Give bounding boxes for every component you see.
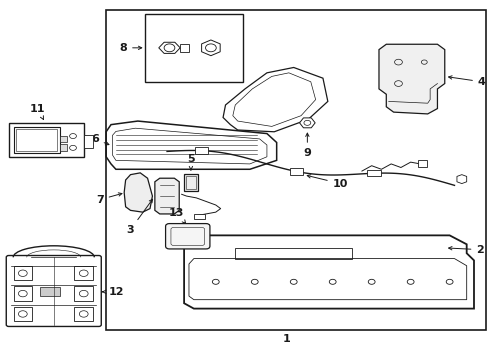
Text: 9: 9 [303, 133, 311, 158]
Bar [74, 307, 93, 321]
Bar [184, 174, 198, 191]
Bar [14, 287, 32, 301]
Text: 11: 11 [30, 104, 46, 120]
Bar [186, 176, 196, 189]
Text: 2: 2 [449, 245, 484, 255]
Bar [74, 287, 93, 301]
Polygon shape [457, 175, 466, 184]
Text: 8: 8 [120, 43, 142, 53]
Bar [194, 214, 204, 219]
Bar [16, 129, 57, 152]
Polygon shape [124, 173, 152, 212]
Polygon shape [201, 40, 220, 56]
Bar [106, 10, 486, 330]
Bar [14, 266, 32, 280]
FancyBboxPatch shape [166, 224, 210, 249]
Text: 10: 10 [307, 175, 348, 189]
Polygon shape [155, 178, 179, 214]
Bar [9, 123, 84, 157]
Bar [14, 307, 32, 321]
Bar [145, 14, 243, 82]
Bar [14, 127, 60, 153]
Bar [367, 170, 381, 176]
Bar [60, 136, 67, 142]
Polygon shape [159, 42, 180, 53]
Bar [60, 144, 67, 151]
Text: 5: 5 [187, 154, 195, 170]
Polygon shape [299, 118, 315, 128]
Bar [290, 168, 303, 175]
Bar [74, 266, 93, 280]
Text: 12: 12 [102, 287, 124, 297]
Bar [40, 287, 60, 296]
Text: 1: 1 [283, 334, 290, 344]
Bar [418, 159, 427, 167]
Text: 13: 13 [169, 207, 186, 224]
Bar [195, 148, 208, 154]
Bar [84, 135, 93, 148]
Text: 4: 4 [448, 76, 486, 87]
Text: 3: 3 [127, 199, 152, 235]
Polygon shape [379, 44, 445, 114]
FancyBboxPatch shape [6, 256, 101, 327]
Bar [180, 44, 189, 52]
Text: 6: 6 [91, 134, 109, 145]
Text: 7: 7 [96, 193, 122, 204]
